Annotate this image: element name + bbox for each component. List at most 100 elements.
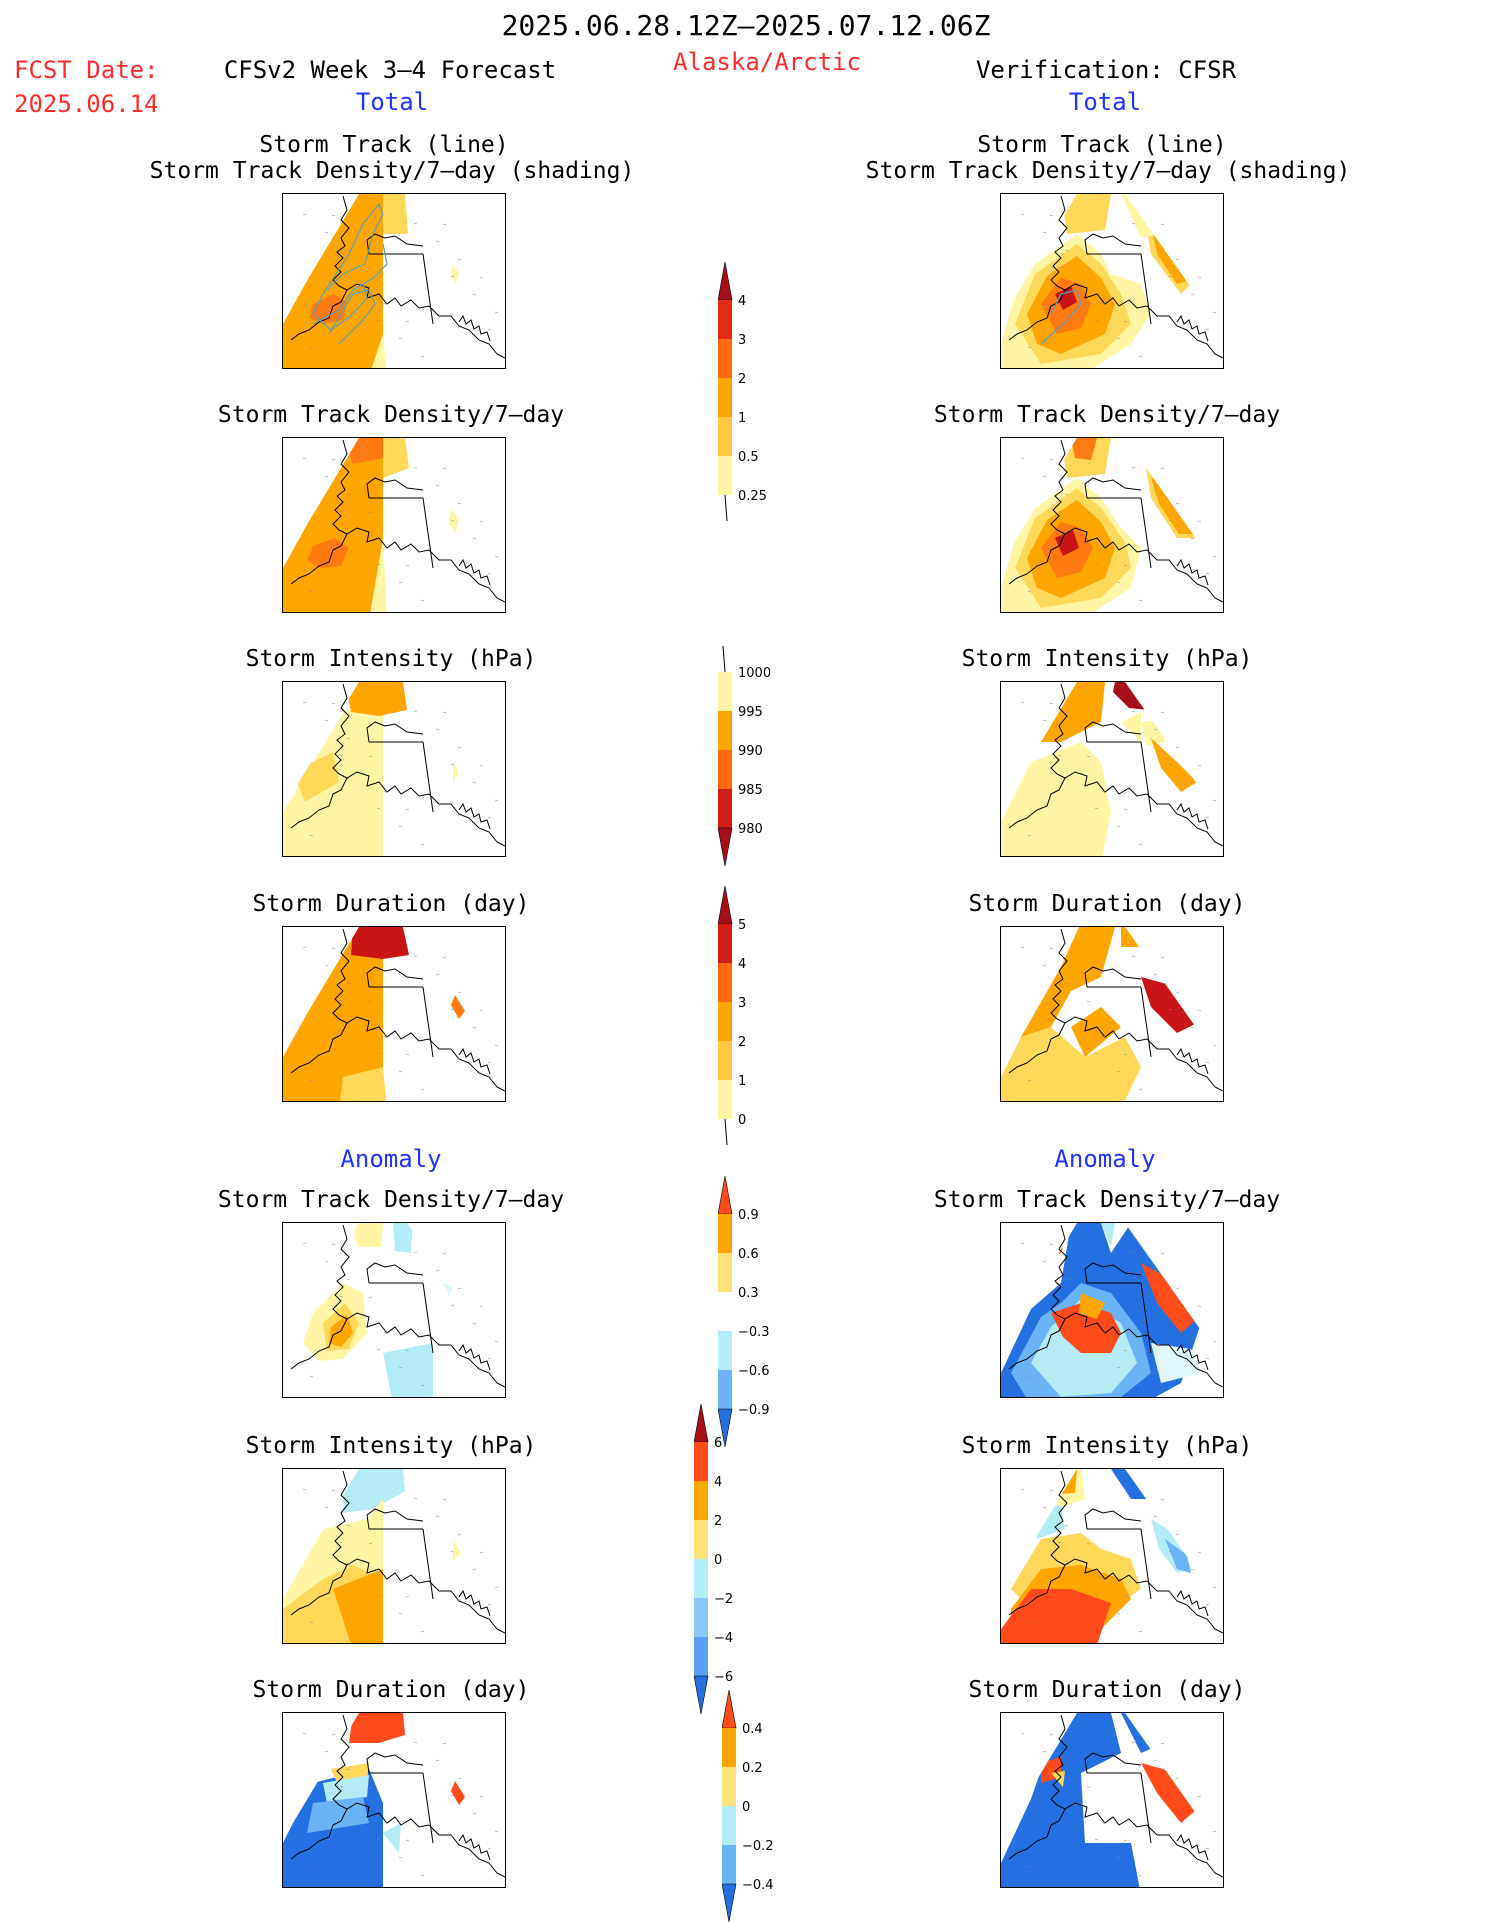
- colorbar-segment: [718, 1080, 732, 1119]
- map-right-anom-duration: [1000, 1712, 1224, 1888]
- colorbar-label: −0.2: [742, 1839, 774, 1854]
- colorbar-label: 990: [738, 744, 763, 759]
- colorbar-segment: [718, 456, 732, 495]
- colorbar-segment: [722, 1845, 736, 1884]
- colorbar-bottom-triangle: [717, 827, 733, 867]
- title-left-track-shading: Storm Track Density/7–day (shading): [149, 158, 635, 184]
- fcst-date-value: 2025.06.14: [14, 90, 159, 118]
- coastline: [290, 928, 505, 1092]
- colorbar-label: 0.3: [738, 1286, 759, 1301]
- colorbar-label: 0: [738, 1113, 746, 1128]
- colorbar-label: 5: [738, 918, 746, 933]
- colorbar-label: −0.6: [738, 1364, 770, 1379]
- map-shading: [283, 1469, 461, 1643]
- colorbar-segment: [718, 1041, 732, 1080]
- colorbar-bottom-triangle: [721, 1883, 737, 1923]
- colorbar-segment: [694, 1481, 708, 1520]
- map-shading: [1001, 682, 1197, 856]
- map-left-anom-density: [282, 1222, 506, 1398]
- title-right-anom-intensity: Storm Intensity (hPa): [961, 1433, 1253, 1459]
- colorbar-segment: [718, 300, 732, 339]
- colorbar-label: 4: [714, 1475, 722, 1490]
- colorbar-segment: [722, 1767, 736, 1806]
- colorbar-bottom-line: [724, 1118, 728, 1146]
- colorbar-label: −2: [714, 1592, 733, 1607]
- colorbar-segment: [718, 1331, 732, 1370]
- colorbar-segment: [718, 711, 732, 750]
- colorbar-segment: [718, 378, 732, 417]
- colorbar-segment: [722, 1728, 736, 1767]
- colorbar-segment: [718, 1370, 732, 1409]
- coastline: [1008, 928, 1223, 1092]
- coastline: [290, 683, 505, 847]
- map-shading: [283, 1713, 465, 1887]
- map-shading: [1001, 1469, 1191, 1643]
- colorbar-label: 2: [738, 372, 746, 387]
- region-title: Alaska/Arctic: [673, 48, 861, 76]
- colorbar-label: 0.2: [742, 1761, 763, 1776]
- colorbar-label: −0.4: [742, 1878, 774, 1893]
- colorbar-label: 0.6: [738, 1247, 759, 1262]
- map-right-track: [1000, 193, 1224, 369]
- colorbar-segment: [718, 417, 732, 456]
- colorbar-label: 0.9: [738, 1208, 759, 1223]
- storm-track-lines: [312, 202, 388, 345]
- colorbar-label: 3: [738, 996, 746, 1011]
- fcst-date-label: FCST Date:: [14, 56, 159, 84]
- colorbar-label: 0: [714, 1553, 722, 1568]
- colorbar-segment: [718, 1292, 732, 1331]
- coastline: [290, 1470, 505, 1634]
- colorbar-segment: [694, 1559, 708, 1598]
- colorbar-label: 1000: [738, 666, 771, 681]
- title-right-track-shading: Storm Track Density/7–day (shading): [865, 158, 1351, 184]
- verification-title: Verification: CFSR: [975, 56, 1237, 84]
- colorbar-top-line: [722, 645, 726, 673]
- colorbar-label: 0: [742, 1800, 750, 1815]
- colorbar-label: −6: [714, 1670, 733, 1685]
- title-right-anom-density: Storm Track Density/7–day: [933, 1187, 1281, 1213]
- title-left-intensity: Storm Intensity (hPa): [245, 646, 537, 672]
- coastline: [1008, 1224, 1223, 1388]
- colorbar-label: 6: [714, 1436, 722, 1451]
- map-left-intensity: [282, 681, 506, 857]
- colorbar-segment: [694, 1598, 708, 1637]
- colorbar-anom-intensity: 6 4 2 0 −2 −4 −6: [693, 1403, 764, 1718]
- coastline: [290, 439, 505, 603]
- colorbar-label: −4: [714, 1631, 733, 1646]
- map-right-density: [1000, 437, 1224, 613]
- colorbar-anom-density: 0.9 0.6 0.3 −0.3 −0.6 −0.9: [717, 1175, 788, 1451]
- colorbar-bottom-triangle: [717, 1408, 733, 1448]
- colorbar-top-triangle: [717, 261, 733, 301]
- colorbar-label: 3: [738, 333, 746, 348]
- colorbar-label: 2: [714, 1514, 722, 1529]
- colorbar-segment: [694, 1520, 708, 1559]
- colorbar-segment: [718, 789, 732, 828]
- coastline: [1008, 195, 1223, 359]
- colorbar-segment: [722, 1806, 736, 1845]
- title-left-anom-density: Storm Track Density/7–day: [217, 1187, 565, 1213]
- map-shading: [1001, 927, 1197, 1101]
- anomaly-right-label: Anomaly: [1054, 1145, 1156, 1173]
- colorbar-label: −0.3: [738, 1325, 770, 1340]
- date-range-title: 2025.06.28.12Z–2025.07.12.06Z: [501, 9, 991, 42]
- title-right-anom-duration: Storm Duration (day): [968, 1677, 1246, 1703]
- map-right-anom-density: [1000, 1222, 1224, 1398]
- coastline: [1008, 1714, 1223, 1878]
- colorbar-duration: 5 4 3 2 1 0: [717, 885, 788, 1149]
- colorbar-label: 995: [738, 705, 763, 720]
- map-right-anom-intensity: [1000, 1468, 1224, 1644]
- colorbar-bottom-triangle: [693, 1675, 709, 1715]
- colorbar-segment: [718, 1002, 732, 1041]
- model-title: CFSv2 Week 3–4 Forecast: [223, 56, 557, 84]
- colorbar-label: 4: [738, 294, 746, 309]
- colorbar-label: 0.5: [738, 450, 759, 465]
- title-right-density: Storm Track Density/7–day: [933, 402, 1281, 428]
- anomaly-left-label: Anomaly: [340, 1145, 442, 1173]
- colorbar-top-triangle: [693, 1403, 709, 1443]
- map-shading: [303, 1223, 453, 1397]
- colorbar-segment: [718, 924, 732, 963]
- colorbar-label: 1: [738, 411, 746, 426]
- colorbar-label: 4: [738, 957, 746, 972]
- map-shading: [283, 682, 459, 856]
- storm-track-lines: [1040, 289, 1082, 345]
